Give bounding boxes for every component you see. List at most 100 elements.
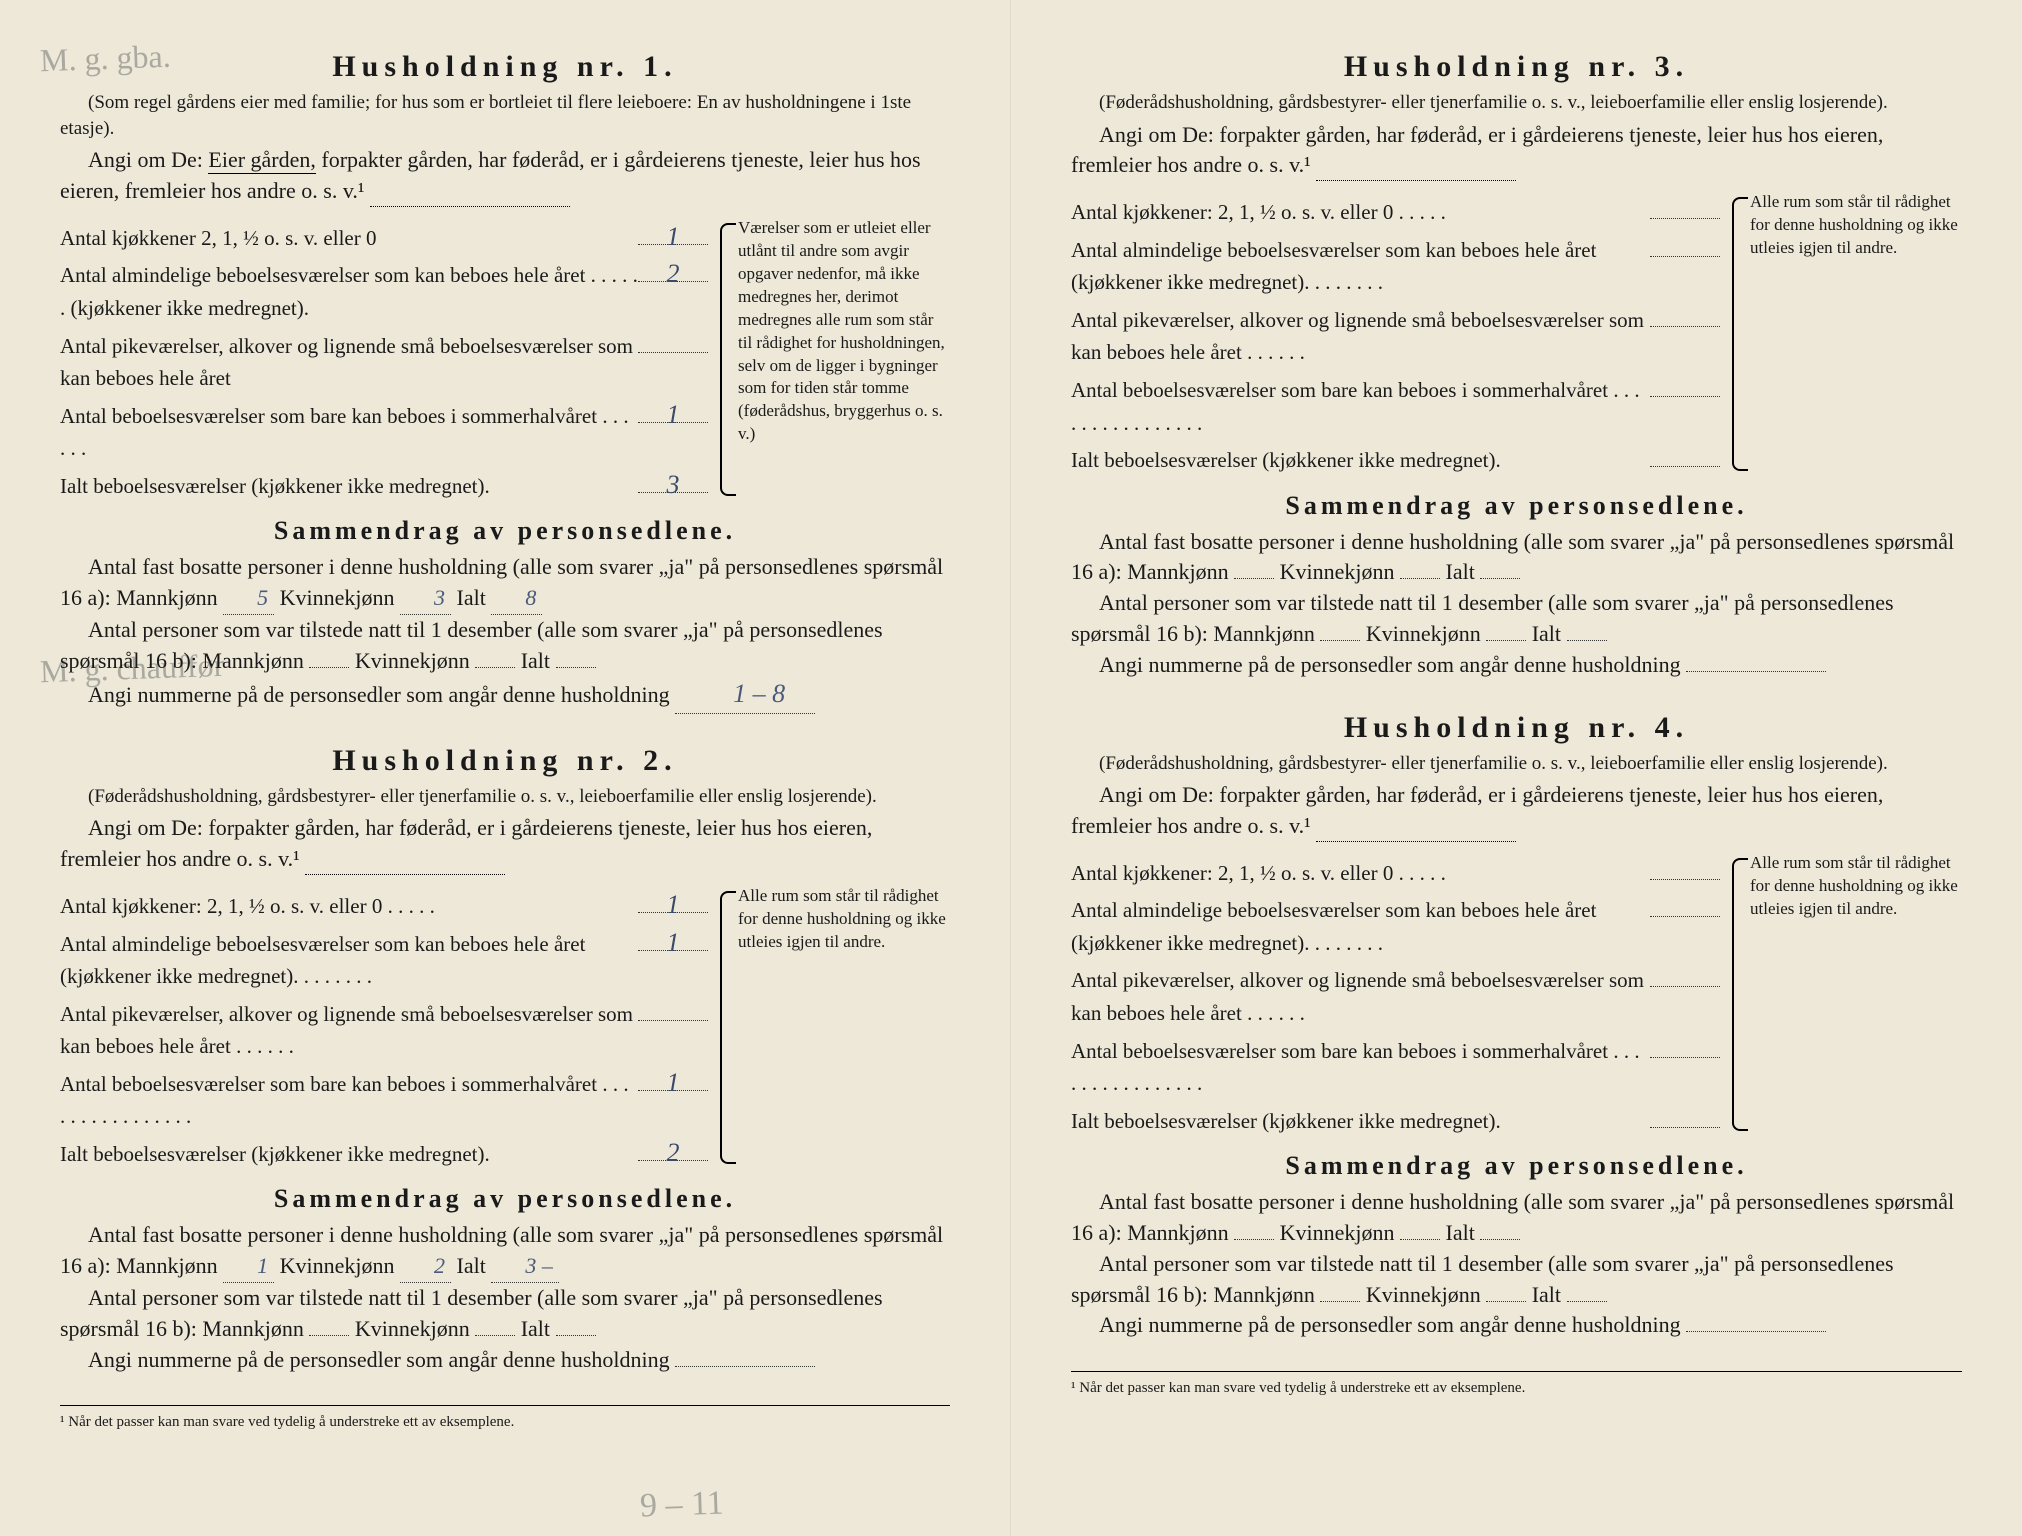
household-subtitle: (Føderådshusholdning, gårdsbestyrer- ell… (1071, 90, 1962, 116)
room-row-label: Antal pikeværelser, alkover og lignende … (1071, 964, 1650, 1029)
room-row: Antal kjøkkener: 2, 1, ½ o. s. v. eller … (1071, 852, 1720, 890)
room-row-value (1650, 439, 1720, 467)
sum16a-m-value: 5 (223, 583, 274, 615)
household-prompt: Angi om De: forpakter gården, har føderå… (60, 813, 950, 875)
room-row-label: Antal kjøkkener: 2, 1, ½ o. s. v. eller … (1071, 196, 1650, 229)
room-row-label: Antal beboelsesværelser som bare kan beb… (1071, 374, 1650, 439)
person-numbers-value (675, 1366, 815, 1367)
summary-16a: Antal fast bosatte personer i denne hush… (1071, 527, 1962, 589)
room-row-label: Antal kjøkkener: 2, 1, ½ o. s. v. eller … (60, 890, 638, 923)
summary-16b: Antal personer som var tilstede natt til… (1071, 588, 1962, 650)
room-row: Antal almindelige beboelsesværelser som … (1071, 889, 1720, 959)
rooms-block: Antal kjøkkener: 2, 1, ½ o. s. v. eller … (1071, 191, 1962, 476)
person-numbers-line: Angi nummerne på de personsedler som ang… (60, 676, 950, 713)
room-row-value (638, 993, 708, 1021)
room-row: Ialt beboelsesværelser (kjøkkener ikke m… (1071, 439, 1720, 477)
sum16b-m-value (1320, 640, 1360, 641)
rooms-block: Antal kjøkkener: 2, 1, ½ o. s. v. eller … (60, 885, 950, 1170)
room-row-value: 1 (638, 217, 708, 245)
room-row: Antal pikeværelser, alkover og lignende … (60, 325, 708, 395)
room-row-label: Antal kjøkkener 2, 1, ½ o. s. v. eller 0 (60, 222, 638, 255)
household-section-3: Husholdning nr. 3. (Føderådshusholdning,… (1071, 50, 1962, 681)
page-left: Husholdning nr. 1. (Som regel gårdens ei… (0, 0, 1011, 1536)
room-row-value (638, 325, 708, 353)
sum16a-t-value (1480, 578, 1520, 579)
footnote-left: ¹ Når det passer kan man svare ved tydel… (60, 1414, 950, 1431)
room-row-value (1650, 191, 1720, 219)
room-row: Antal pikeværelser, alkover og lignende … (60, 993, 708, 1063)
room-row: Ialt beboelsesværelser (kjøkkener ikke m… (1071, 1100, 1720, 1138)
summary-heading: Sammendrag av personsedlene. (60, 1184, 950, 1214)
summary-16a: Antal fast bosatte personer i denne hush… (60, 552, 950, 615)
room-row-label: Antal kjøkkener: 2, 1, ½ o. s. v. eller … (1071, 857, 1650, 890)
sum16a-k-value: 3 (400, 583, 451, 615)
room-row-value: 3 (638, 465, 708, 493)
room-row-label: Ialt beboelsesværelser (kjøkkener ikke m… (1071, 1105, 1650, 1138)
sum16b-t-value (1567, 1301, 1607, 1302)
room-row-value: 2 (638, 254, 708, 282)
room-row-label: Antal beboelsesværelser som bare kan beb… (60, 1068, 638, 1133)
sum16b-m-value (309, 667, 349, 668)
room-row-value: 1 (638, 885, 708, 913)
footnote-right: ¹ Når det passer kan man svare ved tydel… (1071, 1380, 1962, 1397)
room-row-value (1650, 1100, 1720, 1128)
room-row: Antal almindelige beboelsesværelser som … (1071, 229, 1720, 299)
summary-16a: Antal fast bosatte personer i denne hush… (1071, 1187, 1962, 1249)
room-row-value (1650, 959, 1720, 987)
summary-heading: Sammendrag av personsedlene. (1071, 1151, 1962, 1181)
room-row-label: Antal almindelige beboelsesværelser som … (60, 928, 638, 993)
household-title: Husholdning nr. 1. (60, 50, 950, 84)
room-row-label: Antal almindelige beboelsesværelser som … (60, 259, 638, 324)
room-row-label: Ialt beboelsesværelser (kjøkkener ikke m… (60, 1138, 638, 1171)
rooms-sidenote: Alle rum som står til rådighet for denne… (720, 885, 950, 1170)
summary-16b: Antal personer som var tilstede natt til… (60, 615, 950, 677)
household-section-1: Husholdning nr. 1. (Som regel gårdens ei… (60, 50, 950, 714)
sum16b-t-value (556, 1335, 596, 1336)
household-title: Husholdning nr. 2. (60, 744, 950, 778)
household-title: Husholdning nr. 4. (1071, 711, 1962, 745)
household-prompt: Angi om De: forpakter gården, har føderå… (1071, 120, 1962, 182)
rooms-sidenote: Værelser som er utleiet eller utlånt til… (720, 217, 950, 502)
sum16a-k-value (1400, 578, 1440, 579)
room-row-value (1650, 889, 1720, 917)
rooms-block: Antal kjøkkener: 2, 1, ½ o. s. v. eller … (1071, 852, 1962, 1137)
room-row-value: 1 (638, 395, 708, 423)
household-title: Husholdning nr. 3. (1071, 50, 1962, 84)
person-numbers-value (1686, 1331, 1826, 1332)
household-section-2: Husholdning nr. 2. (Føderådshusholdning,… (60, 744, 950, 1376)
household-prompt: Angi om De: Eier gården, forpakter gårde… (60, 145, 950, 207)
sum16a-t-value: 8 (491, 583, 542, 615)
sum16a-m-value (1234, 578, 1274, 579)
room-row: Antal beboelsesværelser som bare kan beb… (1071, 1030, 1720, 1100)
rooms-sidenote: Alle rum som står til rådighet for denne… (1732, 191, 1962, 476)
household-subtitle: (Som regel gårdens eier med familie; for… (60, 90, 950, 141)
room-row-label: Antal pikeværelser, alkover og lignende … (60, 330, 638, 395)
room-row-label: Antal beboelsesværelser som bare kan beb… (60, 400, 638, 465)
sum16a-m-value: 1 (223, 1251, 274, 1283)
sum16b-m-value (309, 1335, 349, 1336)
room-row-label: Antal almindelige beboelsesværelser som … (1071, 234, 1650, 299)
room-row: Ialt beboelsesværelser (kjøkkener ikke m… (60, 465, 708, 503)
household-prompt: Angi om De: forpakter gården, har føderå… (1071, 780, 1962, 842)
summary-heading: Sammendrag av personsedlene. (1071, 491, 1962, 521)
room-row-value (1650, 1030, 1720, 1058)
room-row: Antal kjøkkener: 2, 1, ½ o. s. v. eller … (1071, 191, 1720, 229)
room-row: Antal kjøkkener 2, 1, ½ o. s. v. eller 0… (60, 217, 708, 255)
room-row-label: Ialt beboelsesværelser (kjøkkener ikke m… (60, 470, 638, 503)
room-row-label: Antal almindelige beboelsesværelser som … (1071, 894, 1650, 959)
person-numbers-value: 1 – 8 (675, 676, 815, 713)
room-row-value (1650, 299, 1720, 327)
room-row: Antal beboelsesværelser som bare kan beb… (60, 1063, 708, 1133)
sum16b-k-value (1486, 640, 1526, 641)
sum16b-k-value (475, 667, 515, 668)
room-row: Antal beboelsesværelser som bare kan beb… (60, 395, 708, 465)
room-row: Antal beboelsesværelser som bare kan beb… (1071, 369, 1720, 439)
room-row-value (1650, 852, 1720, 880)
person-numbers-value (1686, 671, 1826, 672)
rooms-sidenote: Alle rum som står til rådighet for denne… (1732, 852, 1962, 1137)
summary-16a: Antal fast bosatte personer i denne hush… (60, 1220, 950, 1283)
room-row-label: Antal pikeværelser, alkover og lignende … (1071, 304, 1650, 369)
household-subtitle: (Føderådshusholdning, gårdsbestyrer- ell… (60, 784, 950, 810)
person-numbers-line: Angi nummerne på de personsedler som ang… (1071, 650, 1962, 681)
room-row-label: Antal beboelsesværelser som bare kan beb… (1071, 1035, 1650, 1100)
